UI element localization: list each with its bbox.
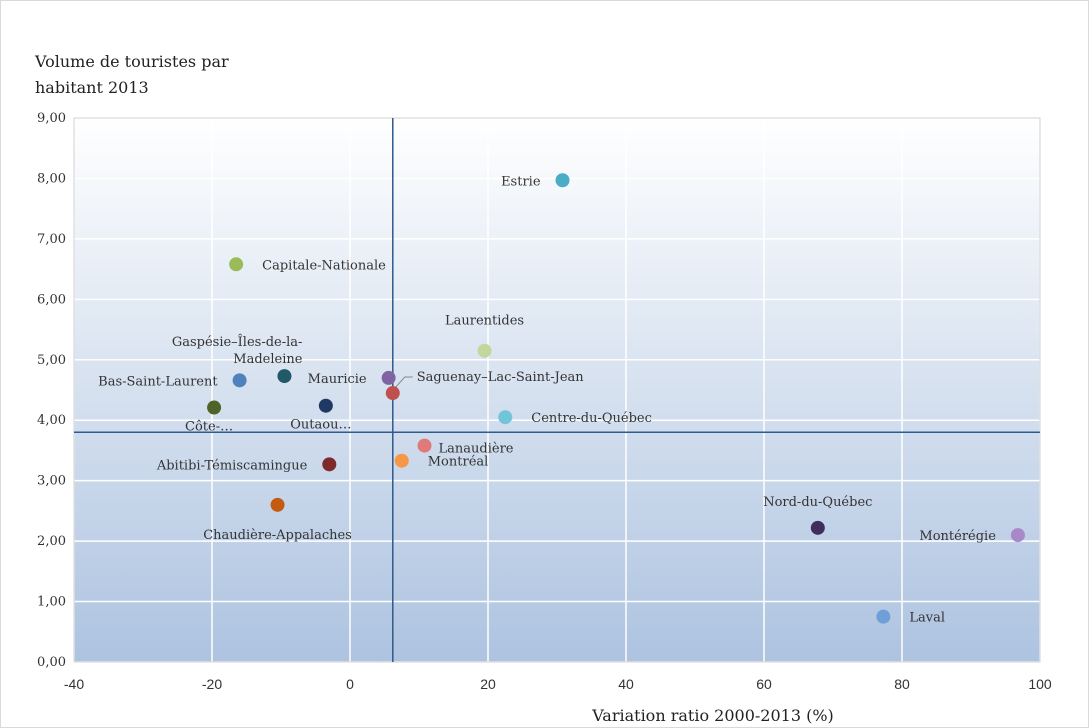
data-label: Abitibi-Témiscamingue: [156, 458, 308, 473]
x-tick-label: 0: [346, 676, 354, 692]
y-tick-label: 6,00: [37, 292, 66, 307]
data-label: Lanaudière: [439, 442, 514, 457]
plot-area: [74, 118, 1040, 662]
x-tick-label: 60: [756, 676, 772, 692]
data-point: [322, 457, 337, 472]
x-tick-label: 20: [480, 676, 496, 692]
data-point: [270, 497, 285, 512]
data-point: [498, 410, 513, 425]
data-labels: Estrie Capitale-Nationale Laurentides Gaspé…: [98, 174, 996, 625]
data-label: Gaspésie–Îles-de-la-: [172, 334, 303, 350]
data-label: Capitale-Nationale: [262, 258, 386, 273]
x-tick-label: 40: [618, 676, 634, 692]
data-label: Outaou…: [290, 418, 351, 433]
x-axis-label: Variation ratio 2000-2013 (%): [591, 706, 834, 725]
data-point: [229, 257, 244, 272]
y-tick-label: 1,00: [37, 595, 66, 610]
x-tick-label: -20: [202, 676, 222, 692]
data-point: [417, 438, 432, 453]
y-tick-label: 9,00: [37, 111, 66, 126]
data-label: Chaudière-Appalaches: [203, 528, 352, 543]
data-label: Saguenay–Lac-Saint-Jean: [417, 370, 585, 385]
y-axis-label-line-1: Volume de touristes par: [34, 52, 229, 71]
data-point: [385, 386, 400, 401]
data-point: [318, 398, 333, 413]
data-point: [1010, 528, 1025, 543]
gridlines: [73, 117, 1041, 663]
x-tick-label: 80: [894, 676, 910, 692]
x-tick-label: -40: [64, 676, 84, 692]
y-tick-label: 3,00: [37, 474, 66, 489]
data-label: Bas-Saint-Laurent: [98, 374, 218, 389]
data-point: [876, 609, 891, 624]
data-point: [394, 453, 409, 468]
plot-frame: [73, 117, 1041, 663]
data-label: Centre-du-Québec: [531, 411, 652, 426]
data-label: Montérégie: [919, 529, 996, 544]
y-tick-label: 0,00: [37, 655, 66, 670]
data-label: Côte-…: [185, 420, 233, 435]
axis-ticks: 0,00 1,00 2,00 3,00 4,00 5,00 6,00 7,00 8,00 9,00…: [37, 111, 1052, 692]
y-tick-label: 8,00: [37, 171, 66, 186]
data-label: Laval: [909, 611, 945, 626]
label-leader-line: [395, 376, 413, 388]
data-point: [232, 373, 247, 388]
data-point: [277, 369, 292, 384]
data-point: [477, 343, 492, 358]
y-tick-label: 4,00: [37, 413, 66, 428]
data-points: [207, 173, 1025, 624]
data-point: [381, 370, 396, 385]
y-axis-label-line-2: habitant 2013: [35, 78, 149, 97]
data-label: Madeleine: [233, 352, 302, 367]
data-label: Laurentides: [445, 314, 524, 329]
data-point: [810, 520, 825, 535]
data-label: Nord-du-Québec: [763, 495, 872, 510]
data-label: Montréal: [428, 455, 489, 470]
y-tick-label: 7,00: [37, 232, 66, 247]
y-tick-label: 2,00: [37, 534, 66, 549]
data-label: Mauricie: [308, 372, 367, 387]
data-point: [207, 400, 222, 415]
data-point: [555, 173, 570, 188]
y-tick-label: 5,00: [37, 353, 66, 368]
x-tick-label: 100: [1028, 676, 1052, 692]
data-label: Estrie: [501, 174, 541, 189]
